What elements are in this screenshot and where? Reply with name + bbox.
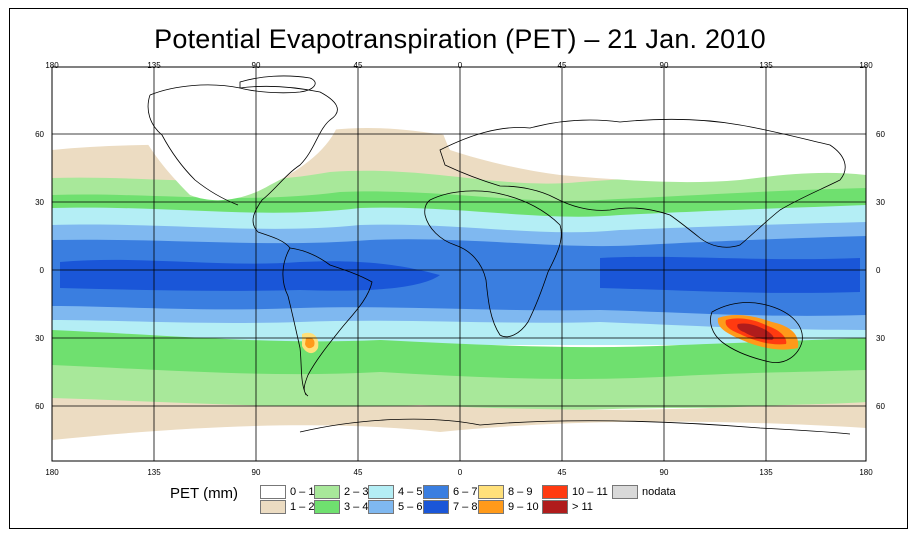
- legend-label: 4 – 5: [398, 486, 423, 498]
- top-tick-label: 135: [759, 61, 773, 70]
- legend-label: 2 – 3: [344, 486, 369, 498]
- pet-band-7-8-indopacific: [600, 256, 860, 293]
- legend-label: 0 – 1: [290, 486, 315, 498]
- legend-swatch-1-2: [260, 500, 286, 514]
- coast-africa: [424, 190, 562, 338]
- right-tick-label: 0: [876, 266, 881, 275]
- left-axis: 60 30 0 30 60: [35, 130, 44, 411]
- top-tick-label: 90: [252, 61, 261, 70]
- legend-swatch-nodata: [612, 485, 638, 499]
- top-tick-label: 135: [147, 61, 161, 70]
- legend-label: 10 – 11: [572, 486, 608, 498]
- pet-band-7-8-pacific: [60, 259, 440, 291]
- right-tick-label: 60: [876, 130, 885, 139]
- left-tick-label: 60: [35, 130, 44, 139]
- legend-swatch-0-1: [260, 485, 286, 499]
- top-tick-label: 90: [660, 61, 669, 70]
- pet-band-6-7: [52, 236, 866, 316]
- bottom-tick-label: 0: [458, 468, 463, 477]
- land-north-america-cold: [136, 73, 369, 201]
- bottom-tick-label: 90: [252, 468, 261, 477]
- top-tick-label: 45: [558, 61, 567, 70]
- top-tick-label: 0: [458, 61, 463, 70]
- land-eurasia-cold: [438, 77, 866, 183]
- bottom-tick-label: 45: [354, 468, 363, 477]
- left-tick-label: 60: [35, 402, 44, 411]
- legend-swatch-2-3: [314, 485, 340, 499]
- top-tick-label: 180: [45, 61, 59, 70]
- legend-label: 8 – 9: [508, 486, 533, 498]
- bottom-tick-label: 90: [660, 468, 669, 477]
- left-tick-label: 30: [35, 334, 44, 343]
- legend-label: > 11: [572, 501, 593, 513]
- pet-band-3-4-south: [52, 330, 866, 388]
- coast-greenland-arctic: [239, 75, 316, 94]
- legend-label: 3 – 4: [344, 501, 369, 513]
- coast-australia: [710, 302, 803, 363]
- pet-field: [52, 67, 866, 461]
- pet-southamerica-9-10: [305, 337, 315, 349]
- right-tick-label: 30: [876, 198, 885, 207]
- legend-swatch-3-4: [314, 500, 340, 514]
- bottom-tick-label: 135: [147, 468, 161, 477]
- right-tick-label: 30: [876, 334, 885, 343]
- legend-label: 5 – 6: [398, 501, 423, 513]
- coast-south-america: [282, 247, 373, 397]
- bottom-tick-label: 180: [45, 468, 59, 477]
- legend-label: 9 – 10: [508, 501, 539, 513]
- legend-label: 1 – 2: [290, 501, 315, 513]
- pet-band-2-3-south: [52, 365, 866, 412]
- top-tick-label: 45: [354, 61, 363, 70]
- legend-label: 6 – 7: [453, 486, 478, 498]
- legend-swatch-6-7: [423, 485, 449, 499]
- map-title: Potential Evapotranspiration (PET) – 21 …: [154, 24, 766, 54]
- bottom-axis: 180 135 90 45 0 45 90 135 180: [45, 468, 873, 477]
- map-border: [51, 66, 867, 462]
- legend-swatch-8-9: [478, 485, 504, 499]
- bottom-tick-label: 135: [759, 468, 773, 477]
- pet-australia-gt-11: [737, 323, 774, 340]
- bottom-tick-label: 45: [558, 468, 567, 477]
- legend-swatch-4-5: [368, 485, 394, 499]
- top-tick-label: 180: [859, 61, 873, 70]
- left-tick-label: 0: [40, 266, 45, 275]
- legend-swatch-5-6: [368, 500, 394, 514]
- right-tick-label: 60: [876, 402, 885, 411]
- legend-swatch-10-11: [542, 485, 568, 499]
- legend-swatch-9-10: [478, 500, 504, 514]
- legend-swatch-gt-11: [542, 500, 568, 514]
- left-tick-label: 30: [35, 198, 44, 207]
- pet-band-0-1-south: [52, 421, 866, 461]
- right-axis: 60 30 0 30 60: [876, 130, 885, 411]
- legend-label: nodata: [642, 486, 676, 498]
- coast-antarctica: [299, 418, 851, 435]
- bottom-tick-label: 180: [859, 468, 873, 477]
- legend-swatch-7-8: [423, 500, 449, 514]
- graticule: [52, 67, 866, 461]
- top-axis: 180 135 90 45 0 45 90 135 180: [45, 61, 873, 70]
- legend-label: 7 – 8: [453, 501, 478, 513]
- figure-frame: [9, 8, 908, 529]
- legend-title: PET (mm): [170, 485, 239, 502]
